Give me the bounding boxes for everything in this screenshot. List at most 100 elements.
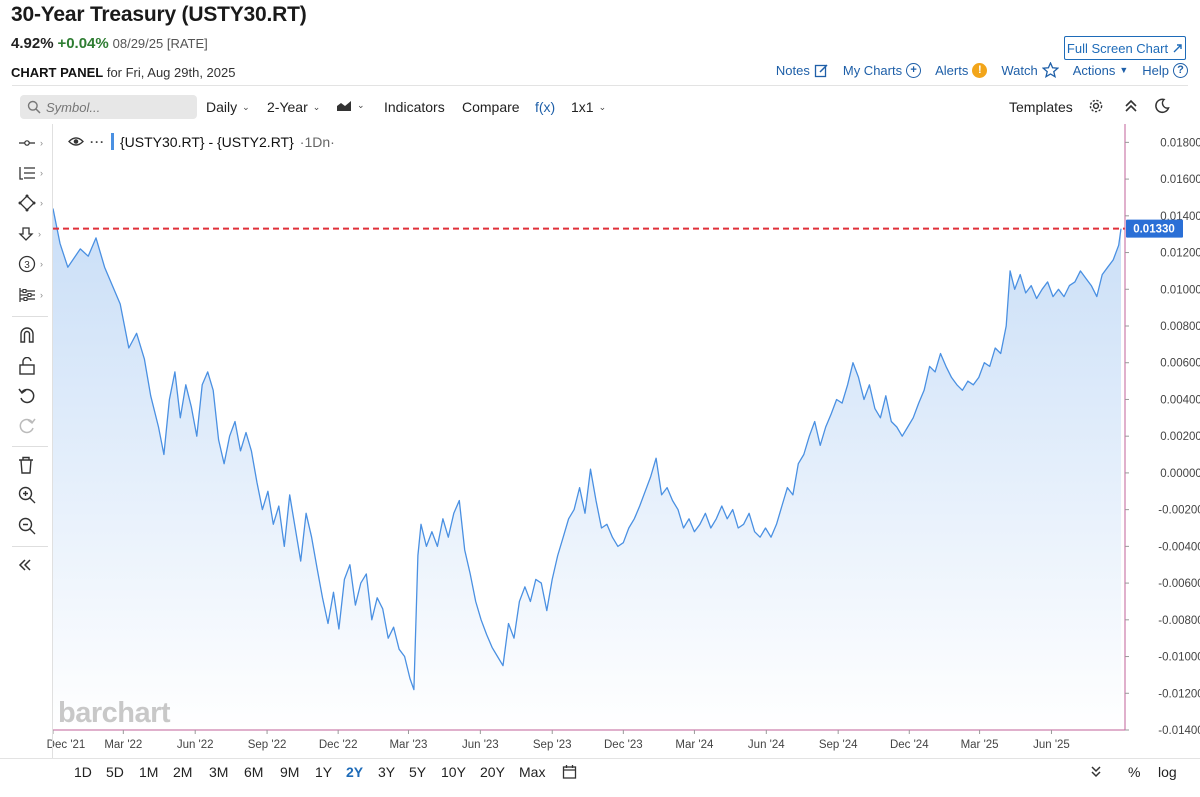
y-tick-label: -0.00800 xyxy=(1158,615,1200,627)
chevron-right-icon: › xyxy=(40,290,43,300)
series-area-fill xyxy=(53,208,1121,730)
range-button-20y[interactable]: 20Y xyxy=(480,764,505,780)
y-tick-label: 0.00200 xyxy=(1160,431,1200,443)
x-tick-label: Mar '24 xyxy=(675,739,714,751)
shape-tool[interactable]: › xyxy=(18,192,48,214)
zoom-in-button[interactable] xyxy=(18,484,48,506)
x-tick-label: Jun '25 xyxy=(1033,739,1070,751)
barchart-watermark: barchart xyxy=(58,697,171,729)
alerts-link[interactable]: Alerts ! xyxy=(935,62,988,78)
chevron-right-icon: › xyxy=(40,198,43,208)
chevron-right-icon: › xyxy=(40,259,43,269)
range-dropdown[interactable]: 2-Year ⌄ xyxy=(267,99,320,115)
current-value-label: 0.01330 xyxy=(1133,224,1175,236)
range-button-3y[interactable]: 3Y xyxy=(378,764,396,780)
period-dropdown[interactable]: Daily ⌄ xyxy=(206,99,250,115)
series-legend[interactable]: ··· {USTY30.RT} - {USTY2.RT} ·1Dn· xyxy=(68,133,335,150)
dark-mode-toggle[interactable] xyxy=(1154,98,1170,114)
range-button-2y[interactable]: 2Y xyxy=(346,764,364,780)
function-button[interactable]: f(x) xyxy=(535,99,556,115)
counter-tool[interactable]: 3 › xyxy=(18,253,48,275)
collapse-tools-button[interactable] xyxy=(18,554,48,576)
actions-menu[interactable]: Actions ▼ xyxy=(1073,63,1129,78)
collapse-button[interactable] xyxy=(1124,98,1138,114)
trash-icon xyxy=(19,456,33,474)
line-tool[interactable]: › xyxy=(18,132,48,154)
watch-label: Watch xyxy=(1001,62,1038,78)
symbol-input[interactable] xyxy=(46,99,186,115)
help-label: Help xyxy=(1142,62,1169,78)
page-title: 30-Year Treasury (USTY30.RT) xyxy=(11,3,307,26)
edit-icon xyxy=(814,63,828,77)
magnet-icon xyxy=(20,327,34,343)
range-button-9m[interactable]: 9M xyxy=(280,764,300,780)
notes-link[interactable]: Notes xyxy=(776,63,829,78)
range-button-5d[interactable]: 5D xyxy=(106,764,124,780)
search-icon xyxy=(27,100,41,114)
y-tick-label: -0.01000 xyxy=(1158,652,1200,664)
range-button-2m[interactable]: 2M xyxy=(173,764,193,780)
range-button-1m[interactable]: 1M xyxy=(139,764,159,780)
expand-range-button[interactable] xyxy=(1090,764,1102,781)
range-button-6m[interactable]: 6M xyxy=(244,764,264,780)
undo-icon xyxy=(18,388,35,404)
compare-button[interactable]: Compare xyxy=(462,99,520,115)
lock-tool[interactable] xyxy=(18,355,48,377)
shape-icon xyxy=(18,194,36,212)
layout-dropdown[interactable]: 1x1 ⌄ xyxy=(571,99,606,115)
moon-icon xyxy=(1155,98,1170,114)
panel-label-title: CHART PANEL xyxy=(11,65,104,80)
measure-tool[interactable]: › xyxy=(18,284,48,306)
indicators-button[interactable]: Indicators xyxy=(384,99,445,115)
magnet-tool[interactable] xyxy=(18,324,48,346)
full-screen-chart-button[interactable]: Full Screen Chart xyxy=(1064,36,1186,60)
chevron-down-icon: ⌄ xyxy=(598,101,607,112)
log-toggle[interactable]: log xyxy=(1158,764,1177,780)
my-charts-link[interactable]: My Charts + xyxy=(842,62,922,78)
eye-icon[interactable] xyxy=(68,136,84,147)
help-link[interactable]: Help ? xyxy=(1142,62,1188,78)
tool-divider xyxy=(12,446,48,447)
actions-label: Actions xyxy=(1072,62,1116,78)
watch-link[interactable]: Watch xyxy=(1001,62,1059,78)
settings-button[interactable] xyxy=(1088,98,1104,114)
percent-toggle[interactable]: % xyxy=(1128,764,1141,780)
top-links: Notes My Charts + Alerts ! Watch Actions… xyxy=(776,62,1188,78)
range-button-1d[interactable]: 1D xyxy=(74,764,92,780)
chevron-right-icon: › xyxy=(40,138,43,148)
range-button-max[interactable]: Max xyxy=(519,764,546,780)
double-chevron-up-icon xyxy=(1125,99,1137,112)
range-button-10y[interactable]: 10Y xyxy=(441,764,466,780)
plus-circle-icon: + xyxy=(906,62,922,78)
y-tick-label: 0.00000 xyxy=(1160,468,1200,480)
range-button-3m[interactable]: 3M xyxy=(209,764,229,780)
redo-button[interactable] xyxy=(18,415,48,437)
zoom-out-icon xyxy=(18,517,36,535)
fibonacci-tool[interactable]: › xyxy=(18,162,48,184)
x-tick-label: Sep '23 xyxy=(533,739,572,751)
delete-button[interactable] xyxy=(18,454,48,476)
y-tick-label: -0.01400 xyxy=(1158,725,1200,737)
my-charts-label: My Charts xyxy=(842,62,903,78)
zoom-out-button[interactable] xyxy=(18,515,48,537)
series-period: ·1Dn· xyxy=(299,133,335,150)
date-range-picker[interactable] xyxy=(562,764,577,782)
notes-label: Notes xyxy=(775,62,810,78)
range-button-1y[interactable]: 1Y xyxy=(315,764,333,780)
templates-button[interactable]: Templates xyxy=(1009,99,1073,115)
symbol-search[interactable] xyxy=(20,95,197,119)
chart-type-dropdown[interactable]: ⌄ xyxy=(336,99,365,112)
x-tick-label: Dec '23 xyxy=(604,739,643,751)
range-button-5y[interactable]: 5Y xyxy=(409,764,427,780)
series-menu-dots[interactable]: ··· xyxy=(90,134,105,149)
arrow-tool[interactable]: › xyxy=(18,223,48,245)
x-tick-label: Mar '22 xyxy=(104,739,142,751)
calendar-icon xyxy=(562,765,577,779)
gear-icon xyxy=(1089,99,1103,113)
line-segment-icon xyxy=(19,140,35,146)
tool-divider xyxy=(12,546,48,547)
y-tick-label: 0.00600 xyxy=(1160,358,1200,370)
undo-button[interactable] xyxy=(18,385,48,407)
y-tick-label: 0.01800 xyxy=(1160,137,1200,149)
